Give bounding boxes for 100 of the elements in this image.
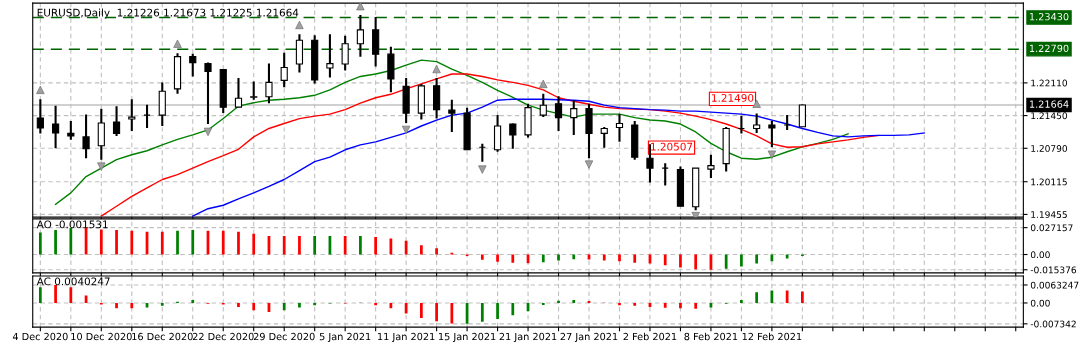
bar [221,230,225,255]
bar [663,302,667,308]
bar [496,254,499,262]
candlestick [234,76,243,109]
candlestick [509,122,517,150]
bar [54,229,57,255]
y-tick-label: -0.007342 [1030,320,1076,328]
x-tick-label: 27 Jan 2021 [560,332,618,343]
bar [38,232,42,255]
bar [724,254,728,269]
bar [480,254,484,260]
candlestick [341,34,349,72]
candlestick [753,112,761,134]
candlestick [600,125,608,149]
bar [557,300,560,303]
bar [496,302,499,319]
candlestick [51,104,60,150]
bar [633,254,637,263]
candlestick [554,95,563,132]
bar [511,302,515,316]
x-tick-label: 10 Dec 2020 [71,332,132,341]
bar [374,236,378,255]
candlestick [189,52,197,78]
bar [679,302,682,309]
candlestick [36,98,44,135]
bar [191,300,195,303]
bar [130,302,134,309]
y-tick-label: 0.027157 [1030,224,1073,232]
bar [160,231,164,255]
x-tick-label: 11 Jan 2021 [378,332,435,343]
bar [785,290,789,303]
bar [282,236,286,255]
y-tick-label: 1.19455 [1031,211,1067,218]
x-tick-label: 5 Jan 2021 [319,332,371,343]
bar [511,254,515,263]
bar [755,254,759,264]
candlestick [112,105,121,137]
bar [419,302,423,319]
bar [359,236,362,255]
bar [557,254,560,261]
bar [54,285,57,303]
candlestick [448,98,456,133]
candlestick [570,99,578,136]
bar [663,254,667,266]
bar [252,302,256,311]
bar [572,300,576,303]
ref-line-label: 1.23430 [1029,12,1069,21]
chart-title: EURUSD,Daily 1.21226 1.21673 1.21225 1.21664 [37,8,299,19]
candlestick [768,120,776,149]
chart-title: AC 0.0040247 [36,277,110,286]
candlestick [280,51,288,89]
candlestick [67,120,75,141]
line-series [54,59,849,205]
bar [343,236,347,255]
bar [755,292,759,303]
x-tick-label: 2 Feb 2021 [623,332,677,341]
bar [740,254,743,267]
bar [618,254,621,262]
bar [694,302,698,309]
bar [38,287,42,303]
bar [69,227,73,255]
chart-title: AO -0.001531 [36,220,108,229]
bar [572,254,576,260]
candlestick [295,33,304,74]
bar [679,254,682,268]
bar [69,287,73,303]
bar [541,254,545,263]
x-tick-label: 22 Dec 2020 [192,332,254,341]
x-tick-label: 16 Dec 2020 [132,332,193,341]
candlestick [798,103,806,128]
x-tick-label: 29 Dec 2020 [253,332,315,341]
candlestick [265,62,273,105]
bar [99,229,103,255]
bar [633,302,637,306]
candlestick [432,76,441,120]
bar [298,302,301,308]
bar [480,302,484,322]
candlestick [615,113,624,143]
candlestick [158,81,166,128]
bar [435,302,438,322]
bar [694,254,698,270]
x-tick-label: 4 Dec 2020 [12,332,68,341]
candlestick [356,13,365,58]
bar [313,236,317,255]
bar [450,302,454,324]
ref-line-label: 1.22790 [1029,44,1069,53]
candlestick [493,114,502,153]
annotation: 1.21490 [712,93,754,102]
y-tick-label: 1.21450 [1031,112,1068,120]
bar [176,230,179,255]
x-tick-label: 12 Feb 2021 [742,332,802,341]
bar [419,245,423,255]
candlestick [128,98,136,132]
bar [115,229,118,255]
ref-line-label: 1.21664 [1029,100,1069,108]
bar [115,302,118,309]
x-tick-label: 21 Jan 2021 [499,332,557,343]
x-tick-label: 15 Jan 2021 [439,332,496,343]
candlestick [82,113,90,160]
bar [160,302,164,306]
